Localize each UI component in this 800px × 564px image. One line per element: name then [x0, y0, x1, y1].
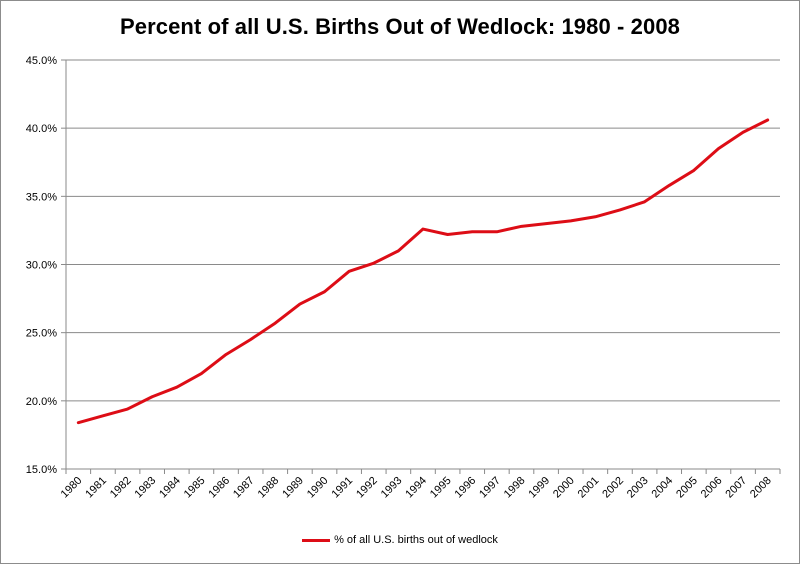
data-point — [274, 321, 277, 325]
x-tick-label: 1983 — [132, 475, 158, 501]
x-tick-label: 2008 — [748, 475, 774, 501]
data-point — [569, 219, 572, 223]
data-point — [397, 249, 400, 253]
x-tick-label: 1985 — [182, 475, 208, 501]
series-group — [76, 118, 770, 425]
data-point — [150, 395, 154, 398]
x-tick-label: 1988 — [256, 475, 282, 501]
x-tick-label: 2007 — [723, 475, 749, 501]
data-point — [421, 227, 425, 231]
x-axis-ticks: 1980198119821983198419851986198719881989… — [59, 475, 774, 501]
x-tick-label: 1982 — [108, 475, 134, 501]
data-point — [668, 184, 671, 187]
data-point — [298, 302, 302, 306]
x-tick-label: 1996 — [453, 475, 479, 501]
legend: % of all U.S. births out of wedlock — [0, 534, 800, 546]
data-point — [594, 215, 597, 218]
x-tick-label: 1980 — [59, 475, 85, 501]
x-tick-label: 2006 — [699, 475, 725, 501]
data-point — [692, 169, 696, 172]
data-point — [446, 233, 449, 236]
x-tick-label: 1997 — [477, 475, 503, 501]
y-axis-ticks: 15.0% 20.0% 25.0% 30.0% 35.0% 40.0% 45.0% — [26, 55, 57, 476]
data-point — [544, 222, 548, 225]
x-tick-label: 1989 — [280, 475, 306, 501]
x-tick-label: 1994 — [403, 475, 429, 501]
x-tick-label: 2000 — [551, 475, 577, 501]
data-point — [471, 230, 474, 233]
data-point — [618, 208, 622, 212]
x-tick-label: 1991 — [329, 475, 355, 501]
x-tick-label: 1992 — [354, 475, 380, 501]
x-tick-label: 1999 — [526, 475, 552, 501]
data-point — [495, 230, 499, 233]
y-tick-label: 35.0% — [26, 191, 57, 203]
series-line — [76, 118, 770, 425]
x-tick-label: 2002 — [600, 475, 626, 501]
data-point — [126, 407, 129, 411]
x-tick-label: 2004 — [650, 475, 676, 501]
y-tick-label: 25.0% — [26, 328, 57, 340]
axes — [61, 59, 781, 474]
x-tick-label: 2001 — [576, 475, 602, 501]
data-point — [224, 353, 228, 356]
data-point — [741, 131, 745, 134]
legend-swatch — [302, 538, 331, 542]
data-point — [520, 225, 523, 228]
y-tick-label: 45.0% — [26, 55, 57, 67]
gridlines — [66, 59, 780, 402]
data-point — [766, 118, 769, 122]
data-point — [200, 372, 203, 375]
x-tick-label: 2003 — [625, 475, 651, 501]
data-point — [249, 338, 252, 341]
data-point — [77, 421, 80, 424]
data-point — [101, 414, 105, 418]
x-tick-label: 1993 — [379, 475, 405, 501]
data-point — [323, 290, 326, 293]
data-point — [175, 386, 178, 389]
y-tick-label: 40.0% — [26, 123, 57, 135]
x-tick-label: 1984 — [157, 475, 183, 501]
data-point — [717, 147, 720, 150]
legend-label: % of all U.S. births out of wedlock — [334, 534, 498, 546]
x-tick-label: 1986 — [206, 475, 232, 501]
y-tick-label: 20.0% — [26, 396, 57, 408]
x-tick-label: 1987 — [231, 475, 257, 501]
x-tick-label: 1995 — [428, 475, 454, 501]
data-point — [347, 270, 351, 273]
chart-title: Percent of all U.S. Births Out of Wedloc… — [119, 14, 681, 39]
x-tick-label: 1981 — [83, 475, 109, 501]
x-tick-label: 1990 — [305, 475, 331, 501]
x-tick-label: 1998 — [502, 475, 528, 501]
y-tick-label: 30.0% — [26, 260, 57, 272]
y-tick-label: 15.0% — [26, 464, 57, 476]
x-tick-label: 2005 — [674, 475, 700, 501]
data-point — [643, 200, 646, 203]
data-point — [372, 261, 375, 265]
